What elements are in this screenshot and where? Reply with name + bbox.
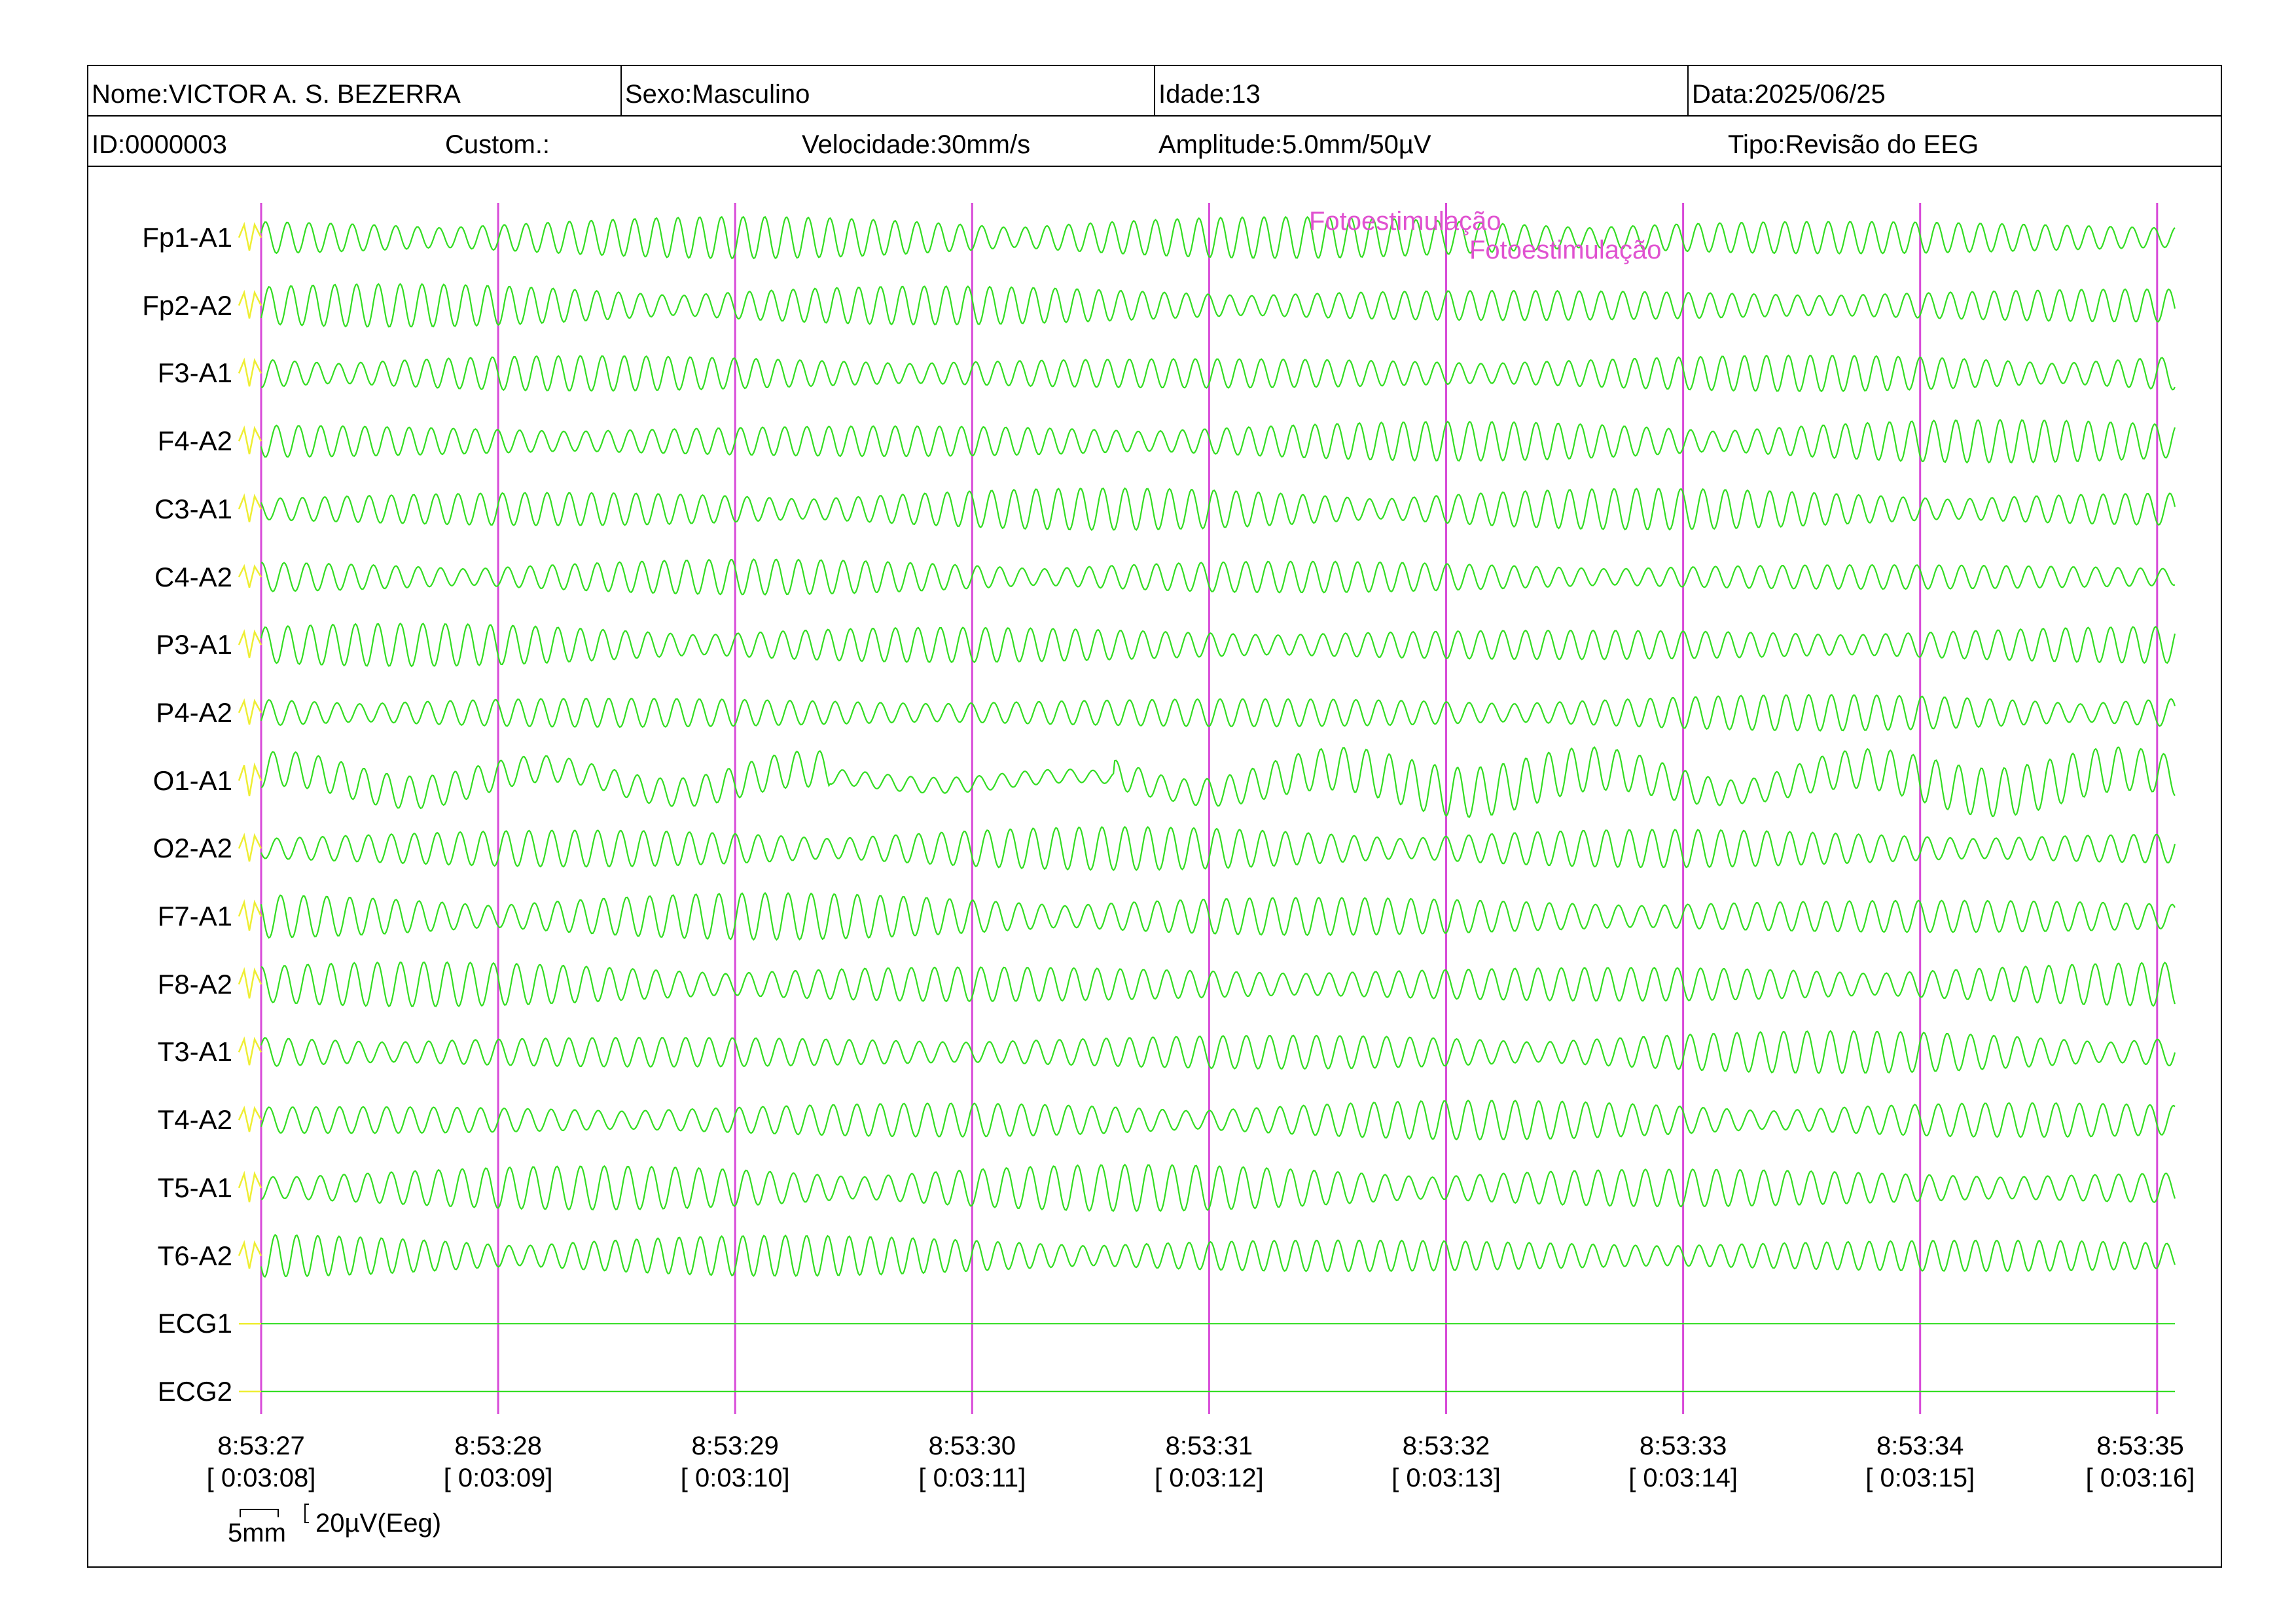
channel-label: F7-A1 [157,901,232,931]
paper-speed: Velocidade:30mm/s [802,130,1031,159]
channel-label: F3-A1 [157,357,232,389]
time-mark-clock: 8:53:33 [1639,1432,1727,1460]
channel-trace-o2-a2 [260,825,2176,871]
time-mark-elapsed: [ 0:03:14] [1628,1463,1738,1492]
time-mark: 8:53:28 [ 0:03:09] [420,1430,577,1494]
time-mark: 8:53:29 [ 0:03:10] [656,1430,814,1494]
patient-id: ID:0000003 [92,130,227,159]
time-mark-elapsed: [ 0:03:15] [1865,1463,1975,1492]
time-mark-elapsed: [ 0:03:16] [2085,1463,2195,1492]
channel-trace-t6-a2 [260,1233,2176,1278]
time-mark-clock: 8:53:28 [454,1432,542,1460]
time-mark-elapsed: [ 0:03:10] [680,1463,790,1492]
channel-trace-o1-a1 [260,746,2176,818]
time-mark: 8:53:35 [ 0:03:16] [2062,1430,2219,1494]
patient-name: Nome:VICTOR A. S. BEZERRA [92,80,461,109]
channel-trace-f7-a1 [260,892,2176,941]
time-mark: 8:53:34 [ 0:03:15] [1842,1430,1999,1494]
channel-trace-fp2-a2 [260,283,2176,328]
amplitude-scale-bracket [304,1504,309,1523]
time-mark: 8:53:27 [ 0:03:08] [183,1430,340,1494]
channel-label: O1-A1 [152,765,232,796]
channel-label: ECG1 [157,1308,232,1339]
patient-sex: Sexo:Masculino [625,80,810,109]
channel-label: C3-A1 [154,493,232,524]
channel-trace-p3-a1 [260,623,2176,668]
channel-trace-c4-a2 [260,558,2176,596]
trace-lead-in [238,629,262,659]
trace-lead-in [238,1036,262,1066]
channel-label: Fp1-A1 [142,222,232,253]
time-mark-elapsed: [ 0:03:08] [206,1463,316,1492]
channel-label: C4-A2 [154,561,232,592]
channel-trace-t4-a2 [260,1099,2176,1141]
channel-trace-f8-a2 [260,961,2176,1007]
channel-label: T3-A1 [157,1036,232,1068]
trace-lead-in [238,762,262,797]
trace-lead-in [238,899,262,931]
amplitude-scale: Amplitude:5.0mm/50µV [1158,130,1431,159]
time-mark-clock: 8:53:34 [1876,1432,1964,1460]
time-mark: 8:53:31 [ 0:03:12] [1130,1430,1287,1494]
channel-trace-fp1-a1 [260,215,2176,260]
review-type: Tipo:Revisão do EEG [1728,130,1979,159]
channel-trace-f3-a1 [260,354,2176,393]
time-mark-clock: 8:53:32 [1402,1432,1490,1460]
time-mark-elapsed: [ 0:03:12] [1154,1463,1264,1492]
channel-label: F8-A2 [157,968,232,1000]
time-scale-bar [240,1509,279,1517]
time-mark: 8:53:32 [ 0:03:13] [1368,1430,1525,1494]
channel-trace-t3-a1 [260,1030,2176,1075]
photic-stimulation-annotation: Fotoestimulação [1309,207,1501,236]
trace-lead-in [238,967,262,999]
custom-field: Custom.: [445,130,550,159]
trace-lead-in [238,289,262,319]
channel-label: T5-A1 [157,1172,232,1203]
channel-label: P3-A1 [156,629,232,660]
photic-stimulation-annotation: Fotoestimulação [1469,236,1662,264]
channel-trace-t5-a1 [260,1163,2176,1212]
trace-lead-in [238,833,262,862]
trace-lead-in [238,425,262,455]
time-mark-clock: 8:53:27 [217,1432,305,1460]
time-scale-label: 5mm [228,1519,286,1547]
channel-label: O2-A2 [152,833,232,864]
channel-trace-c3-a1 [260,487,2176,532]
trace-lead-in [238,1170,262,1202]
channel-label: ECG2 [157,1375,232,1407]
trace-lead-in [238,1240,262,1269]
trace-lead-in [238,221,262,251]
channel-trace-p4-a2 [260,693,2176,732]
channel-label: Fp2-A2 [142,289,232,321]
trace-lead-in [238,698,262,725]
amplitude-scale-label: 20µV(Eeg) [315,1509,442,1538]
trace-lead-in [238,564,262,588]
time-mark-clock: 8:53:30 [928,1432,1016,1460]
channel-label: T4-A2 [157,1104,232,1136]
patient-age: Idade:13 [1158,80,1261,109]
channel-label: P4-A2 [156,696,232,728]
channel-label: F4-A2 [157,425,232,457]
trace-lead-in [238,1106,262,1132]
exam-date: Data:2025/06/25 [1692,80,1886,109]
time-mark: 8:53:30 [ 0:03:11] [893,1430,1050,1494]
channel-label: T6-A2 [157,1240,232,1271]
time-mark-clock: 8:53:35 [2096,1432,2184,1460]
time-mark-clock: 8:53:29 [691,1432,779,1460]
time-mark-elapsed: [ 0:03:09] [443,1463,553,1492]
channel-trace-f4-a2 [260,418,2176,464]
time-mark: 8:53:33 [ 0:03:14] [1605,1430,1762,1494]
trace-lead-in [238,493,262,522]
time-mark-clock: 8:53:31 [1165,1432,1253,1460]
time-mark-elapsed: [ 0:03:11] [918,1463,1026,1492]
time-mark-elapsed: [ 0:03:13] [1391,1463,1501,1492]
trace-lead-in [238,357,262,387]
